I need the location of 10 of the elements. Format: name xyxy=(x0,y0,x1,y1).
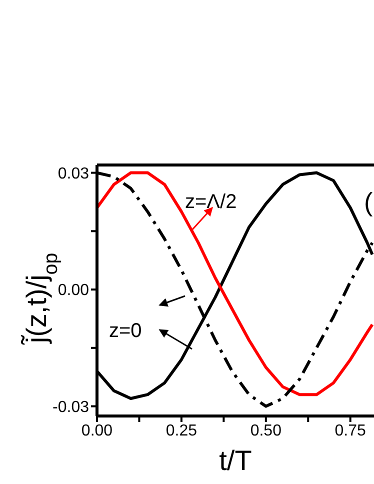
x-tick-label: 0.75 xyxy=(334,422,366,440)
y-tick-label: 0.03 xyxy=(58,165,90,182)
annotation: z=0 xyxy=(109,320,142,342)
x-axis-title: t/T xyxy=(219,445,252,476)
x-tick-label: 0.00 xyxy=(81,422,113,440)
x-tick-label: 0.25 xyxy=(166,422,198,440)
annotation: z=Λ/2 xyxy=(185,191,237,213)
y-tick-label: -0.03 xyxy=(52,398,90,416)
annotation: ( xyxy=(364,187,373,217)
x-tick-label: 0.50 xyxy=(250,422,282,440)
